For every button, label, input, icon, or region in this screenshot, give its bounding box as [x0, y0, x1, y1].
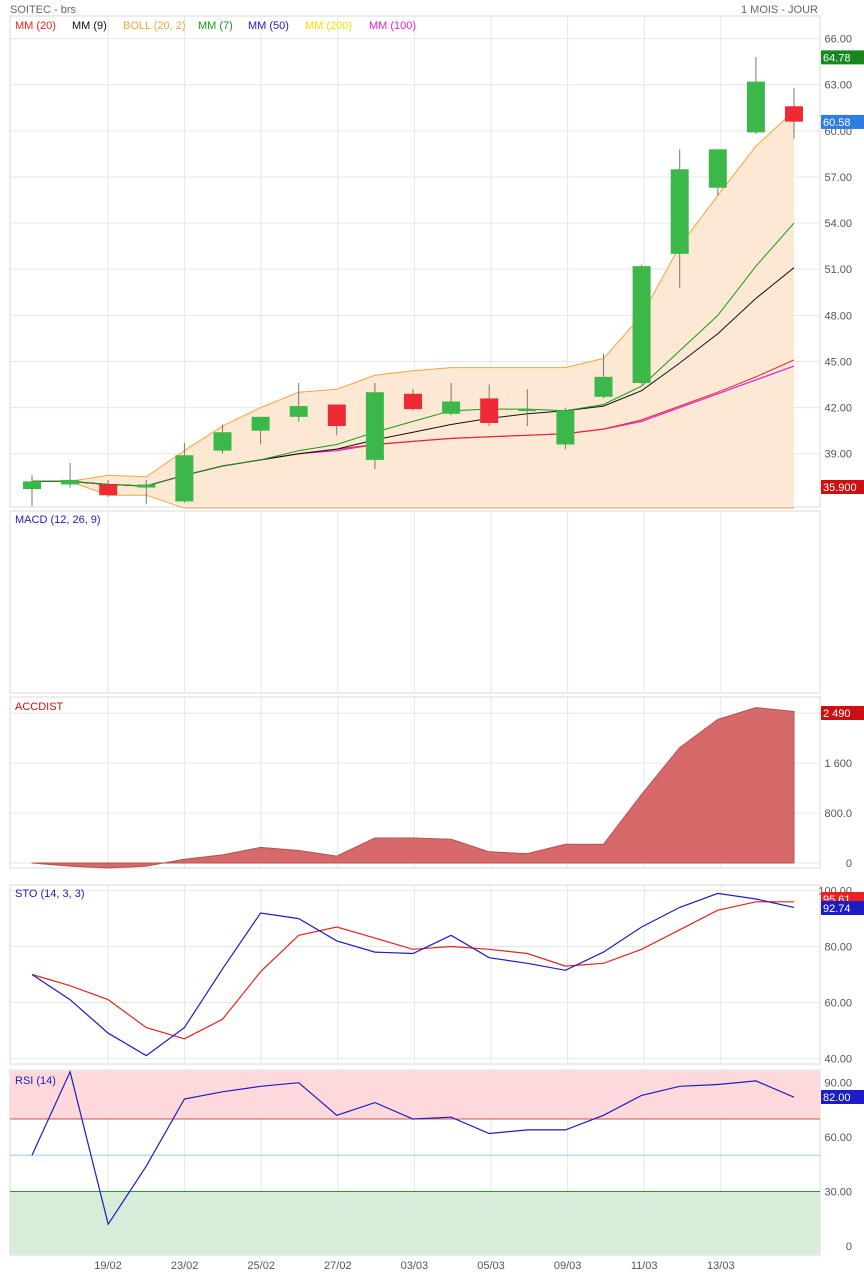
- candle-body: [480, 398, 499, 423]
- rsi-legend: RSI (14): [15, 1075, 56, 1087]
- candle-body: [137, 484, 156, 488]
- candle-body: [785, 106, 803, 122]
- panel-frame-macd: [9, 510, 821, 694]
- rsi-badge: 82.00: [823, 1092, 851, 1104]
- rsi-tick-label: 30.00: [824, 1187, 852, 1199]
- sto-tick-label: 80.00: [824, 942, 852, 954]
- price-tick-label: 51.00: [824, 264, 852, 276]
- bollinger-lower-line: [32, 480, 794, 509]
- x-tick-label: 23/02: [171, 1260, 199, 1272]
- rsi-line: [31, 1069, 795, 1226]
- legend-item: MM (9): [72, 20, 107, 32]
- sto-legend: STO (14, 3, 3): [15, 888, 85, 900]
- x-tick-label: 09/03: [554, 1260, 582, 1272]
- candle-body: [670, 169, 689, 254]
- legend-item: MM (50): [248, 20, 289, 32]
- sto-d-line: [31, 901, 794, 1040]
- price-tick-label: 57.00: [824, 172, 852, 184]
- x-tick-label: 13/03: [707, 1260, 735, 1272]
- price-tick-label: 45.00: [824, 356, 852, 368]
- accdist-tick-label: 1 600: [824, 758, 852, 770]
- macd-legend: MACD (12, 26, 9): [15, 514, 101, 526]
- x-tick-label: 05/03: [477, 1260, 505, 1272]
- rsi-oversold-zone: [10, 1191, 820, 1254]
- sto-k-badge-bg: [821, 901, 864, 915]
- accdist-badge-bg: [821, 706, 864, 720]
- candle-body: [708, 149, 727, 188]
- accdist-badge: 2 490: [823, 708, 851, 720]
- candle-body: [404, 393, 422, 410]
- sto-k-badge: 92.74: [823, 903, 851, 915]
- mm7-line: [32, 222, 795, 487]
- x-tick-label: 03/03: [401, 1260, 429, 1272]
- panel-frame-sto: [9, 884, 821, 1065]
- price-tick-label: 63.00: [824, 80, 852, 92]
- candle-body: [175, 455, 194, 502]
- rsi-tick-label: 60.00: [824, 1132, 852, 1144]
- candle-body: [251, 416, 270, 431]
- rsi-badge-bg: [821, 1090, 864, 1104]
- x-tick-label: 25/02: [247, 1260, 275, 1272]
- legend-item: BOLL (20, 2): [123, 20, 186, 32]
- price-tick-label: 42.00: [824, 403, 852, 415]
- bollinger-upper-line: [32, 110, 795, 482]
- chart-title: SOITEC - brs: [10, 4, 77, 16]
- candle-body: [632, 266, 651, 384]
- price-tick-label: 54.00: [824, 218, 852, 230]
- price-low-badge: 35.900: [823, 482, 857, 494]
- period-label: 1 MOIS - JOUR: [741, 4, 818, 16]
- accdist-legend: ACCDIST: [15, 701, 64, 713]
- candle-body: [327, 404, 346, 427]
- panel-frame-price: [9, 15, 821, 508]
- candle-body: [213, 432, 232, 451]
- accdist-tick-label: 0: [846, 858, 852, 870]
- legend-item: MM (200): [305, 20, 352, 32]
- candle-body: [518, 409, 537, 412]
- candle-body: [61, 479, 80, 485]
- candle-body: [746, 81, 765, 133]
- price-high-badge-bg: [821, 50, 864, 65]
- sto-tick-label: 40.00: [824, 1053, 852, 1065]
- price-last-badge: 60.58: [823, 117, 851, 129]
- legend-item: MM (7): [198, 20, 233, 32]
- candle-body: [442, 401, 461, 414]
- x-tick-label: 27/02: [324, 1260, 352, 1272]
- rsi-tick-label: 0: [846, 1241, 852, 1253]
- price-low-badge-bg: [821, 480, 864, 494]
- candle-body: [23, 481, 41, 490]
- candle-body: [289, 406, 308, 417]
- sto-tick-label: 60.00: [824, 997, 852, 1009]
- x-tick-label: 19/02: [94, 1260, 122, 1272]
- panel-frame-acc: [9, 696, 821, 869]
- legend-item: MM (100): [369, 20, 416, 32]
- price-tick-label: 39.00: [824, 449, 852, 461]
- candle-body: [594, 376, 613, 397]
- price-tick-label: 48.00: [824, 310, 852, 322]
- price-tick-label: 66.00: [824, 34, 852, 46]
- price-last-badge-bg: [821, 114, 864, 129]
- x-tick-label: 11/03: [631, 1260, 658, 1272]
- sto-k-line: [31, 892, 795, 1057]
- price-high-badge: 64.78: [823, 52, 851, 64]
- rsi-overbought-zone: [10, 1071, 820, 1119]
- legend-item: MM (20): [15, 20, 56, 32]
- candle-body: [99, 484, 118, 496]
- candle-body: [556, 410, 575, 445]
- bollinger-band-fill: [32, 110, 794, 507]
- rsi-tick-label: 90.00: [824, 1078, 852, 1090]
- panel-frame-rsi: [9, 1069, 821, 1256]
- accdist-tick-label: 800.0: [824, 808, 852, 820]
- accdist-area: [31, 707, 795, 869]
- candle-body: [365, 392, 384, 460]
